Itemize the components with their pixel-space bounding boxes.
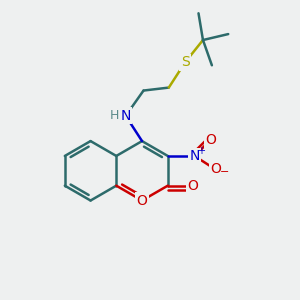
Text: O: O	[188, 179, 199, 193]
Text: N: N	[121, 109, 131, 123]
Text: H: H	[110, 109, 119, 122]
Text: O: O	[206, 133, 216, 147]
Text: O: O	[136, 194, 148, 208]
Text: N: N	[189, 149, 200, 163]
Text: −: −	[220, 167, 229, 177]
Text: O: O	[210, 162, 221, 176]
Text: +: +	[197, 146, 205, 156]
Text: S: S	[181, 55, 190, 69]
